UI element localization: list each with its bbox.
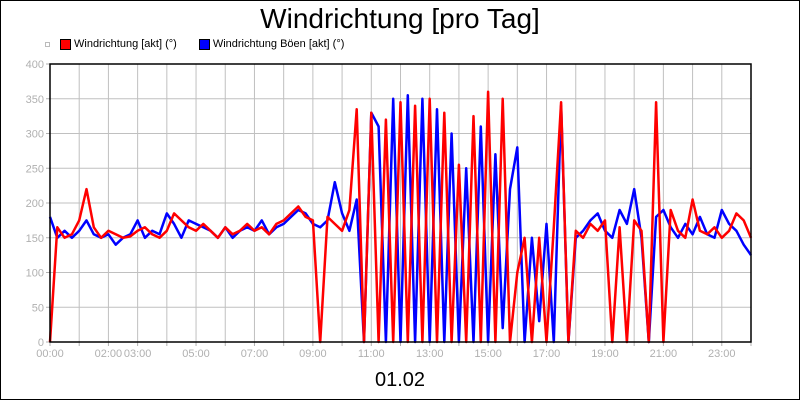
plot-border [49, 63, 752, 343]
y-tick-label: 50 [32, 302, 44, 314]
y-tick-label: 150 [26, 233, 44, 245]
x-tick-label: 02:00 [95, 348, 123, 360]
x-tick-label: 05:00 [182, 348, 210, 360]
x-tick-label: 17:00 [533, 348, 561, 360]
x-tick-label: 00:00 [36, 348, 64, 360]
x-tick-label: 15:00 [474, 348, 502, 360]
x-tick-label: 11:00 [358, 348, 385, 360]
y-tick-label: 400 [26, 59, 44, 71]
x-tick-label: 19:00 [591, 348, 619, 360]
y-tick-label: 0 [38, 337, 44, 349]
y-tick-label: 250 [26, 163, 44, 175]
legend-marker-icon [45, 41, 50, 47]
y-tick-label: 350 [26, 94, 44, 106]
legend-swatch-blue [198, 38, 210, 50]
x-tick-label: 13:00 [416, 348, 444, 360]
y-tick-label: 100 [26, 268, 44, 280]
x-tick-label: 23:00 [708, 348, 736, 360]
x-tick-label: 21:00 [650, 348, 678, 360]
x-tick-label: 03:00 [124, 348, 152, 360]
x-axis-label: 01.02 [374, 369, 426, 391]
y-tick-label: 300 [26, 129, 44, 141]
series-line-0 [48, 90, 753, 344]
legend: Windrichtung [akt] (°) Windrichtung Böen… [45, 38, 366, 50]
legend-label: Windrichtung Böen [akt] (°) [212, 38, 345, 50]
x-tick-label: 09:00 [299, 348, 327, 360]
legend-swatch-red [60, 38, 71, 50]
legend-item-boeen: Windrichtung Böen [akt] (°) [198, 38, 345, 50]
chart-title: Windrichtung [pro Tag] [260, 3, 540, 34]
legend-label: Windrichtung [akt] (°) [74, 38, 177, 50]
x-tick-label: 07:00 [241, 348, 269, 360]
legend-item-windrichtung: Windrichtung [akt] (°) [60, 38, 177, 50]
y-tick-label: 200 [26, 198, 44, 210]
